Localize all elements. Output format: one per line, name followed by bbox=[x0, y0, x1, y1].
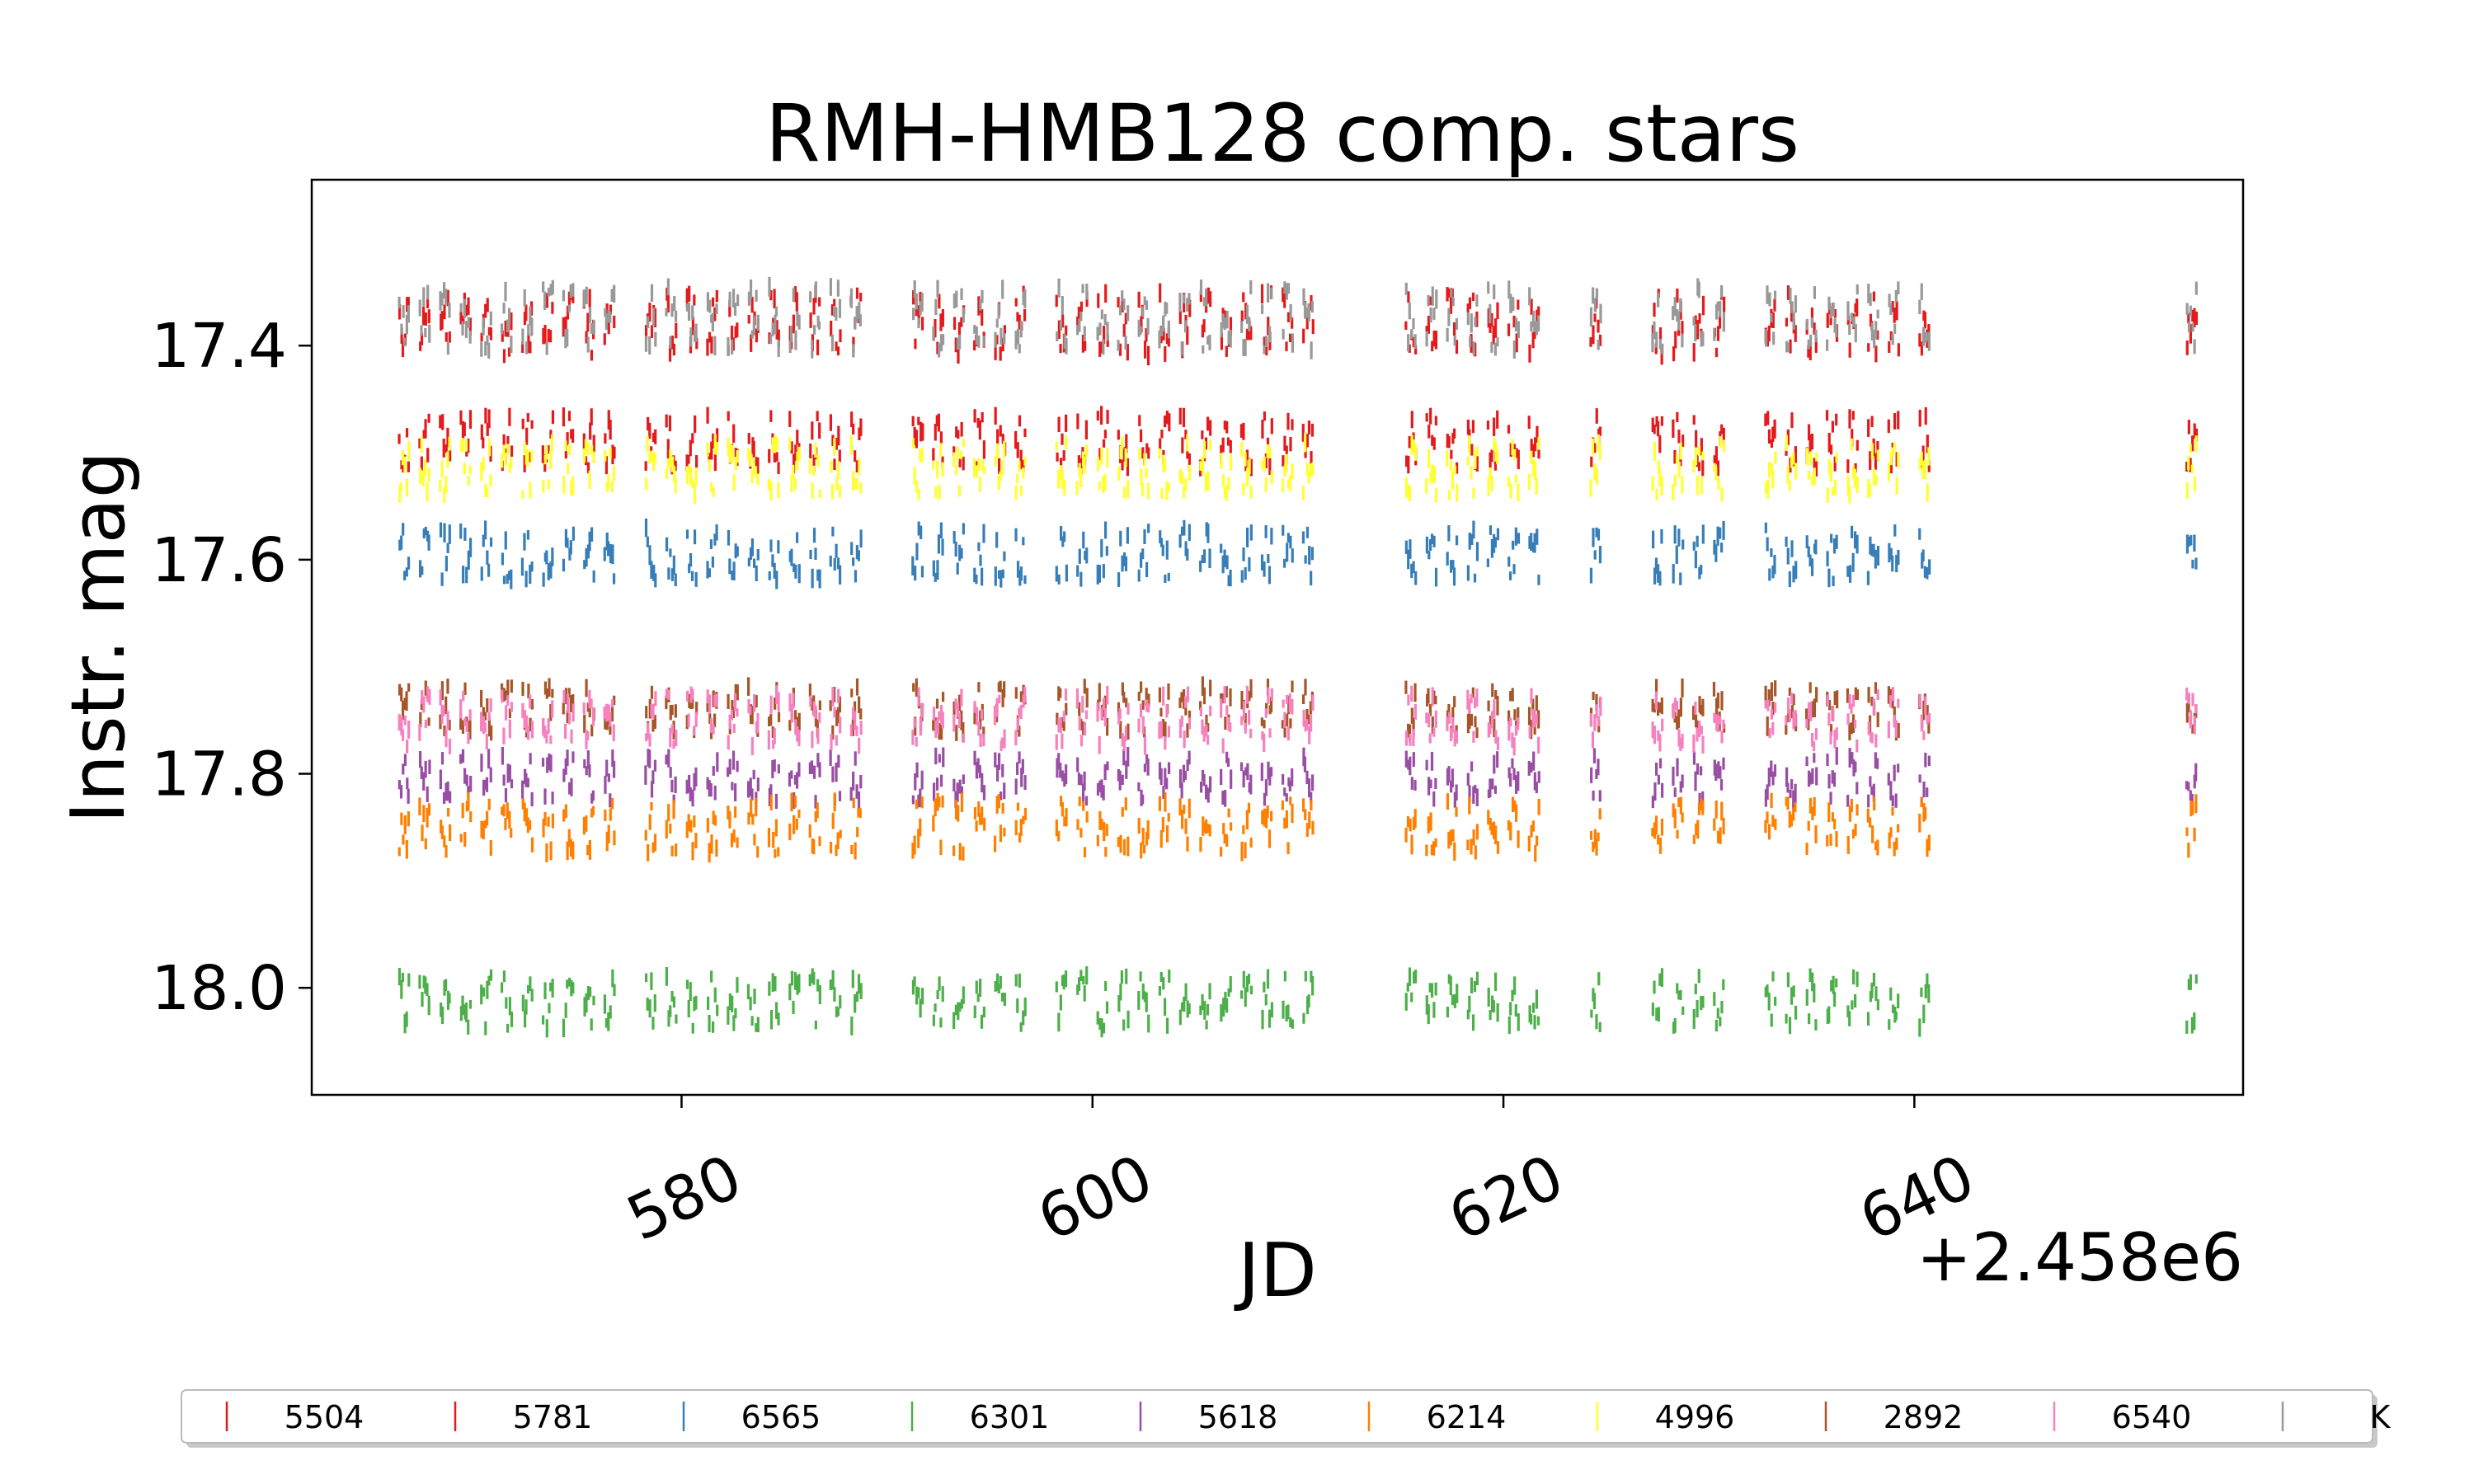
legend-item-6214: 6214 bbox=[1367, 1399, 1507, 1435]
x-tick-label: 580 bbox=[617, 1141, 752, 1255]
legend-item-2892: 2892 bbox=[1824, 1399, 1964, 1435]
legend-item-5618: 5618 bbox=[1139, 1399, 1278, 1435]
series-6301 bbox=[397, 966, 2198, 1038]
y-axis: 17.4 17.6 17.8 18.0 bbox=[151, 311, 312, 1024]
legend-item-6540: 6540 bbox=[2053, 1399, 2192, 1435]
legend-label: 2892 bbox=[1884, 1399, 1964, 1435]
legend-item-4996: 4996 bbox=[1596, 1399, 1735, 1435]
legend: 5504 5781 6565 6301 5618 6214 4996 2892 6540 K bbox=[181, 1389, 2392, 1448]
series-6565 bbox=[398, 518, 2198, 589]
legend-item-K: K bbox=[2281, 1399, 2392, 1435]
series-K bbox=[397, 276, 2198, 359]
legend-label: 5781 bbox=[513, 1399, 593, 1435]
legend-label: 6540 bbox=[2112, 1399, 2192, 1435]
series-5618 bbox=[397, 746, 2198, 810]
x-offset-label: +2.458e6 bbox=[1917, 1219, 2243, 1296]
x-tick-label: 620 bbox=[1438, 1141, 1573, 1255]
x-tick-label: 600 bbox=[1028, 1141, 1163, 1255]
plot-area bbox=[310, 178, 2245, 1097]
legend-item-6565: 6565 bbox=[682, 1399, 821, 1435]
y-tick-label: 17.8 bbox=[151, 740, 287, 810]
legend-item-6301: 6301 bbox=[910, 1399, 1050, 1435]
y-tick-label: 17.6 bbox=[151, 525, 287, 596]
legend-label: 6301 bbox=[970, 1399, 1050, 1435]
legend-label: 5504 bbox=[285, 1399, 365, 1435]
series-6214 bbox=[397, 791, 2198, 863]
data-marks bbox=[397, 276, 2199, 1038]
legend-label: 6214 bbox=[1427, 1399, 1507, 1435]
x-axis-label: JD bbox=[1234, 1228, 1317, 1314]
chart-title: RMH-HMB128 comp. stars bbox=[765, 87, 1799, 180]
legend-item-5504: 5504 bbox=[225, 1399, 365, 1435]
series-4996 bbox=[398, 433, 2198, 504]
series-5504 bbox=[397, 283, 2199, 366]
series-6540 bbox=[397, 685, 2198, 756]
legend-item-5781: 5781 bbox=[454, 1399, 593, 1435]
legend-label: 6565 bbox=[741, 1399, 821, 1435]
y-tick-label: 18.0 bbox=[151, 953, 287, 1024]
legend-label: K bbox=[2370, 1399, 2392, 1435]
y-axis-label: Instr. mag bbox=[55, 451, 142, 824]
legend-label: 5618 bbox=[1198, 1399, 1278, 1435]
legend-label: 4996 bbox=[1655, 1399, 1735, 1435]
y-tick-label: 17.4 bbox=[151, 311, 287, 382]
